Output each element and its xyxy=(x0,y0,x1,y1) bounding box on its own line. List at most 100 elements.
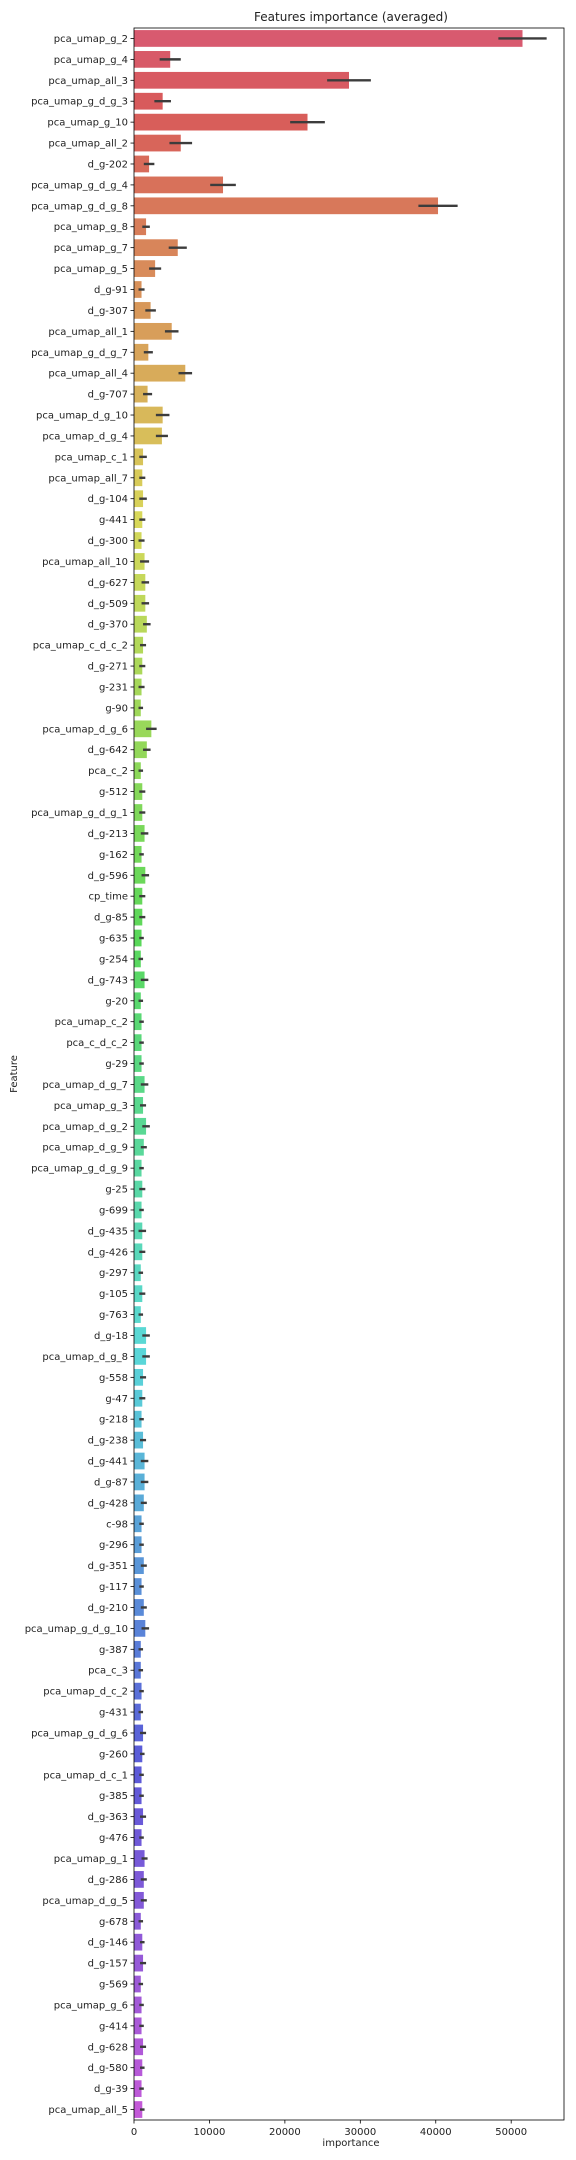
bar-pca_umap_c_d_c_2 xyxy=(134,636,144,654)
y-tick-label: d_g-580 xyxy=(88,2063,128,2074)
bar-g-441 xyxy=(134,511,143,528)
bar-d_g-300 xyxy=(134,532,142,549)
bar-g-558 xyxy=(134,1368,144,1386)
bar-pca_umap_g_d_g_3 xyxy=(134,92,163,110)
y-tick-label: d_g-87 xyxy=(94,1477,128,1488)
chart-title: Features importance (averaged) xyxy=(254,10,448,24)
bar-pca_umap_d_g_6 xyxy=(134,720,152,738)
bar-pca_umap_d_g_5 xyxy=(134,1891,144,1909)
bar-pca_umap_g_7 xyxy=(134,239,178,257)
y-tick-label: g-558 xyxy=(99,1373,128,1384)
bar-g-105 xyxy=(134,1285,143,1303)
bar-pca_umap_all_10 xyxy=(134,553,145,570)
y-tick-label: d_g-85 xyxy=(94,913,128,924)
y-tick-label: d_g-146 xyxy=(88,1938,128,1949)
y-tick-label: pca_umap_g_d_g_4 xyxy=(31,180,128,191)
y-tick-label: pca_umap_all_5 xyxy=(48,2105,128,2116)
bar-d_g-351 xyxy=(134,1557,144,1574)
bar-d_g-91 xyxy=(134,281,142,298)
bar-d_g-642 xyxy=(134,741,147,759)
bar-d_g-426 xyxy=(134,1243,143,1261)
y-tick-label: pca_umap_all_3 xyxy=(48,76,128,87)
bar-pca_umap_g_5 xyxy=(134,260,156,277)
y-tick-label: pca_umap_d_c_2 xyxy=(43,1687,128,1698)
bar-pca_umap_g_d_g_6 xyxy=(134,1724,144,1742)
bar-pca_umap_g_d_g_10 xyxy=(134,1620,146,1637)
y-tick-label: d_g-18 xyxy=(94,1331,128,1342)
y-tick-label: g-254 xyxy=(99,954,128,965)
y-tick-label: d_g-426 xyxy=(88,1247,128,1258)
y-tick-label: pca_umap_g_4 xyxy=(54,55,128,66)
y-tick-label: g-635 xyxy=(99,934,128,945)
y-tick-label: pca_umap_g_1 xyxy=(54,1854,128,1865)
x-axis: 0 10000 20000 30000 40000 50000 xyxy=(131,2120,527,2138)
bar-pca_umap_g_10 xyxy=(134,113,308,131)
bar-pca_umap_g_1 xyxy=(134,1850,145,1867)
bar-pca_c_3 xyxy=(134,1661,141,1679)
bar-pca_c_d_c_2 xyxy=(134,1034,142,1051)
bar-d_g-743 xyxy=(134,971,145,989)
y-tick-label: pca_umap_g_7 xyxy=(54,243,128,254)
y-tick-label: pca_umap_all_4 xyxy=(48,369,128,380)
bar-pca_umap_g_8 xyxy=(134,218,147,236)
bar-d_g-286 xyxy=(134,1871,144,1888)
bar-d_g-210 xyxy=(134,1599,144,1616)
y-tick-label: pca_umap_g_8 xyxy=(54,222,128,233)
bar-d_g-146 xyxy=(134,1933,143,1951)
plot-frame xyxy=(133,27,565,2121)
y-tick-label: d_g-363 xyxy=(88,1812,128,1823)
bar-pca_umap_all_2 xyxy=(134,134,181,152)
y-tick-label: pca_umap_d_g_8 xyxy=(42,1352,128,1363)
bar-pca_umap_d_g_8 xyxy=(134,1348,147,1365)
bar-d_g-39 xyxy=(134,2080,142,2097)
y-tick-label: pca_umap_g_d_g_3 xyxy=(31,97,128,108)
y-tick-label: pca_c_d_c_2 xyxy=(66,1038,128,1049)
bar-cp_time xyxy=(134,887,143,905)
bar-pca_umap_all_4 xyxy=(134,364,186,382)
bar-g-218 xyxy=(134,1410,142,1428)
y-tick-label: pca_umap_d_g_4 xyxy=(42,431,128,442)
error-bars-layer xyxy=(138,37,547,2111)
bar-g-90 xyxy=(134,699,141,717)
bar-g-25 xyxy=(134,1180,143,1198)
y-tick-label: pca_c_3 xyxy=(88,1666,128,1677)
y-tick-label: g-105 xyxy=(99,1289,128,1300)
bar-g-476 xyxy=(134,1829,142,1846)
y-tick-label: pca_umap_g_d_g_10 xyxy=(25,1624,128,1635)
bar-g-431 xyxy=(134,1703,141,1721)
bar-g-260 xyxy=(134,1745,143,1763)
bar-pca_umap_g_d_g_7 xyxy=(134,343,149,361)
y-tick-label: g-162 xyxy=(99,850,128,861)
y-tick-label: d_g-307 xyxy=(88,306,128,317)
y-tick-label: g-296 xyxy=(99,1540,128,1551)
bar-g-20 xyxy=(134,992,141,1010)
y-tick-label: pca_umap_c_2 xyxy=(55,1017,128,1028)
y-tick-label: pca_umap_g_d_g_6 xyxy=(31,1728,128,1739)
bar-pca_umap_d_g_10 xyxy=(134,406,163,424)
y-tick-label: d_g-271 xyxy=(88,662,128,673)
bar-d_g-213 xyxy=(134,825,145,842)
y-tick-label: d_g-628 xyxy=(88,2042,128,2053)
y-tick-label: g-20 xyxy=(105,996,128,1007)
bar-d_g-627 xyxy=(134,574,146,591)
bar-g-117 xyxy=(134,1578,142,1595)
y-tick-label: pca_umap_d_g_9 xyxy=(42,1143,128,1154)
bar-d_g-370 xyxy=(134,615,147,633)
y-tick-label: pca_umap_g_2 xyxy=(54,34,128,45)
y-tick-label: d_g-428 xyxy=(88,1498,128,1509)
bar-d_g-271 xyxy=(134,657,143,675)
y-tick-label: d_g-286 xyxy=(88,1875,128,1886)
y-tick-label: g-678 xyxy=(99,1917,128,1928)
bar-pca_umap_all_3 xyxy=(134,71,349,89)
x-tick-label: 50000 xyxy=(495,2127,527,2138)
y-tick-label: pca_umap_c_d_c_2 xyxy=(33,641,128,652)
bar-d_g-307 xyxy=(134,302,151,319)
bar-pca_umap_d_g_2 xyxy=(134,1117,147,1135)
x-tick-label: 40000 xyxy=(420,2127,452,2138)
y-tick-label: pca_umap_g_5 xyxy=(54,264,128,275)
y-tick-label: pca_umap_d_g_10 xyxy=(36,411,128,422)
y-tick-label: d_g-370 xyxy=(88,620,128,631)
y-tick-label: g-414 xyxy=(99,2021,128,2032)
bar-d_g-202 xyxy=(134,155,150,173)
